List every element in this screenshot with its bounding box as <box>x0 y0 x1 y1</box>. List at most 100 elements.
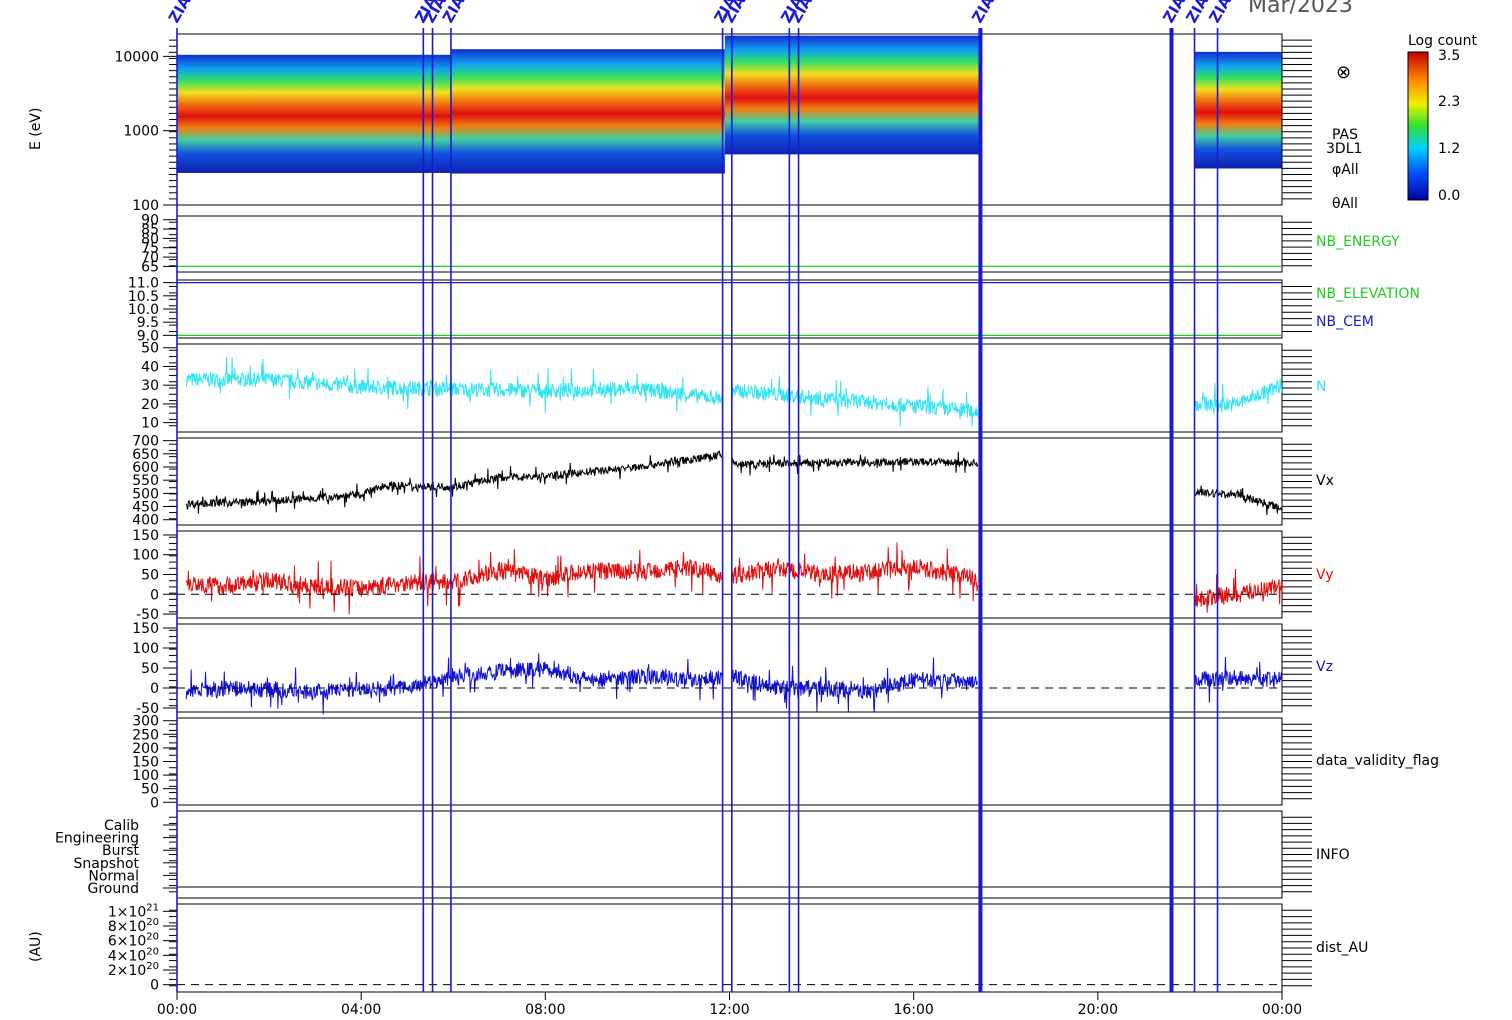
series-Vy <box>185 549 723 615</box>
x-tick-label: 20:00 <box>1078 1002 1118 1018</box>
y-tick-label: 0 <box>150 681 159 697</box>
y-tick-label: 0 <box>150 587 159 603</box>
panel-frames: 10000100010090858075706511.010.510.09.59… <box>55 33 1312 994</box>
panel-frame-Vy <box>176 530 1283 619</box>
y-tick-label: 550 <box>132 473 159 489</box>
y-tick-label: 10.0 <box>128 302 159 318</box>
y-tick-label: 500 <box>132 486 159 502</box>
y-tick-label: 9.0 <box>137 328 159 344</box>
y-tick-label: 20 <box>141 397 159 413</box>
y-tick-label: 0 <box>150 795 159 811</box>
y-tick-label: 450 <box>132 500 159 516</box>
y-tick-label: 600 <box>132 460 159 476</box>
info-tick-label: Engineering <box>55 831 139 847</box>
series-Vx <box>731 451 979 476</box>
y-tick-label: 10 <box>141 416 159 432</box>
info-tick-label: Normal <box>88 868 139 884</box>
y-tick-label: 400 <box>132 513 159 529</box>
y-tick-label: 50 <box>141 568 159 584</box>
spectrogram-panel <box>177 35 1282 174</box>
y-tick-label: 150 <box>132 528 159 544</box>
spectrogram-block <box>177 54 451 173</box>
series-Vz <box>1194 657 1283 703</box>
series-Vz <box>185 653 723 715</box>
spectrogram-block <box>724 35 981 155</box>
panel-frame-Vz <box>176 623 1283 713</box>
label-vy: Vy <box>1316 567 1334 583</box>
y-tick-label: 100 <box>132 548 159 564</box>
y-tick-label: 11.0 <box>128 276 159 292</box>
dist-ylabel: (AU) <box>28 931 44 962</box>
panel-frame-nbE <box>176 215 1283 273</box>
date-title: Mar/2023 <box>1248 0 1353 18</box>
y-tick-label: 10.5 <box>128 289 159 305</box>
colorbar-gradient <box>1407 51 1429 201</box>
y-tick-label: 100 <box>132 641 159 657</box>
colorbar: Log count 3.5 2.3 1.2 0.0 <box>1407 33 1477 204</box>
series-Vz <box>731 657 979 713</box>
dist-tick-label: 6×1020 <box>108 932 159 950</box>
dist-tick-label: 1×1021 <box>108 902 159 920</box>
panel-frame-nbEl <box>176 279 1283 339</box>
dist-tick-label: 0 <box>150 978 159 994</box>
y-tick-label: 30 <box>141 378 159 394</box>
panel-frame-dist <box>176 903 1283 993</box>
x-axis: 00:00 04:00 08:00 12:00 16:00 20:00 00:00 <box>157 992 1302 1018</box>
colorbar-title: Log count <box>1408 33 1477 49</box>
dist-tick-label: 2×1020 <box>108 961 159 979</box>
y-tick-label: 10000 <box>114 49 159 65</box>
spec-label-theta: θAll <box>1332 196 1358 212</box>
y-tick-label: 75 <box>141 241 159 257</box>
spec-label-3dl1: 3DL1 <box>1326 141 1362 157</box>
panel-frame-Vx <box>176 437 1283 526</box>
colorbar-tick-3: 1.2 <box>1438 141 1460 157</box>
y-tick-label: 85 <box>141 222 159 238</box>
y-tick-label: 150 <box>132 755 159 771</box>
info-tick-label: Burst <box>102 843 140 859</box>
y-tick-label: 100 <box>132 198 159 214</box>
label-nb-cem: NB_CEM <box>1316 314 1374 330</box>
y-tick-label: 9.5 <box>137 315 159 331</box>
y-tick-label: 50 <box>141 782 159 798</box>
x-tick-label: 00:00 <box>157 1002 197 1018</box>
y-tick-label: 50 <box>141 661 159 677</box>
label-vz: Vz <box>1316 659 1333 675</box>
info-tick-label: Ground <box>88 881 140 897</box>
label-info: INFO <box>1316 847 1350 863</box>
panel-frame-dvf <box>176 717 1283 806</box>
colorbar-tick-2: 2.3 <box>1438 94 1460 110</box>
x-tick-label: 04:00 <box>341 1002 381 1018</box>
y-tick-label: 650 <box>132 447 159 463</box>
panel-frame-info <box>176 810 1283 899</box>
y-tick-label: 1000 <box>123 124 159 140</box>
panel-frame-N <box>176 343 1283 433</box>
label-n: N <box>1316 379 1326 395</box>
dist-tick-label: 4×1020 <box>108 946 159 964</box>
series-N <box>185 357 723 414</box>
x-tick-label: 12:00 <box>709 1002 749 1018</box>
spectrogram-block <box>450 49 725 174</box>
label-nb-energy: NB_ENERGY <box>1316 234 1400 250</box>
otimes-symbol-icon: ⊗ <box>1336 62 1351 83</box>
y-tick-label: 70 <box>141 250 159 266</box>
y-tick-label: 300 <box>132 714 159 730</box>
series-Vx <box>185 450 723 514</box>
label-data-validity: data_validity_flag <box>1316 753 1439 769</box>
x-tick-label: 08:00 <box>525 1002 565 1018</box>
spec-label-pas: PAS <box>1332 127 1358 143</box>
colorbar-tick-min: 0.0 <box>1438 188 1460 204</box>
y-tick-label: -50 <box>136 607 159 623</box>
x-tick-label: 00:00 <box>1262 1002 1302 1018</box>
label-dist-au: dist_AU <box>1316 940 1368 956</box>
event-label: ZIAS <box>165 0 200 26</box>
y-tick-label: -50 <box>136 701 159 717</box>
y-tick-label: 700 <box>132 434 159 450</box>
series-Vy <box>731 542 979 602</box>
series-N <box>731 375 979 428</box>
y-tick-label: 100 <box>132 768 159 784</box>
y-tick-label: 50 <box>141 341 159 357</box>
y-tick-label: 40 <box>141 359 159 375</box>
info-tick-label: Snapshot <box>74 856 140 872</box>
